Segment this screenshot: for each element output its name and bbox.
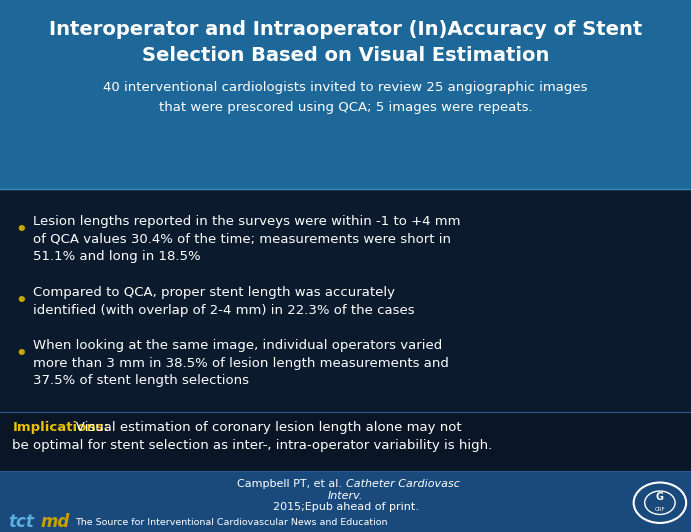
Text: •: • [15,345,27,363]
Text: Compared to QCA, proper stent length was accurately
identified (with overlap of : Compared to QCA, proper stent length was… [33,286,415,317]
Text: Visual estimation of coronary lesion length alone may not
be optimal for stent s: Visual estimation of coronary lesion len… [12,421,493,452]
Bar [0,471,691,532]
Text: Campbell PT, et al.: Campbell PT, et al. [237,479,346,489]
Bar [0,412,691,471]
Text: 2015;Epub ahead of print.: 2015;Epub ahead of print. [272,502,419,512]
Text: Lesion lengths reported in the surveys were within -1 to +4 mm
of QCA values 30.: Lesion lengths reported in the surveys w… [33,215,461,263]
Text: G: G [656,493,664,502]
Text: The Source for Interventional Cardiovascular News and Education: The Source for Interventional Cardiovasc… [75,518,387,527]
Text: Interoperator and Intraoperator (In)Accuracy of Stent: Interoperator and Intraoperator (In)Accu… [49,20,642,39]
Text: Catheter Cardiovasc: Catheter Cardiovasc [346,479,460,489]
Bar [0,189,691,412]
Text: •: • [15,221,27,239]
Bar [0,0,691,189]
Text: •: • [15,292,27,310]
Text: When looking at the same image, individual operators varied
more than 3 mm in 38: When looking at the same image, individu… [33,339,449,387]
Text: Selection Based on Visual Estimation: Selection Based on Visual Estimation [142,46,549,65]
Text: that were prescored using QCA; 5 images were repeats.: that were prescored using QCA; 5 images … [159,101,532,114]
Text: tct: tct [8,513,34,531]
Text: 40 interventional cardiologists invited to review 25 angiographic images: 40 interventional cardiologists invited … [103,81,588,94]
Text: Interv.: Interv. [328,491,363,501]
Text: md: md [41,513,70,531]
Text: CRF: CRF [654,507,665,512]
Text: Implications:: Implications: [12,421,109,434]
